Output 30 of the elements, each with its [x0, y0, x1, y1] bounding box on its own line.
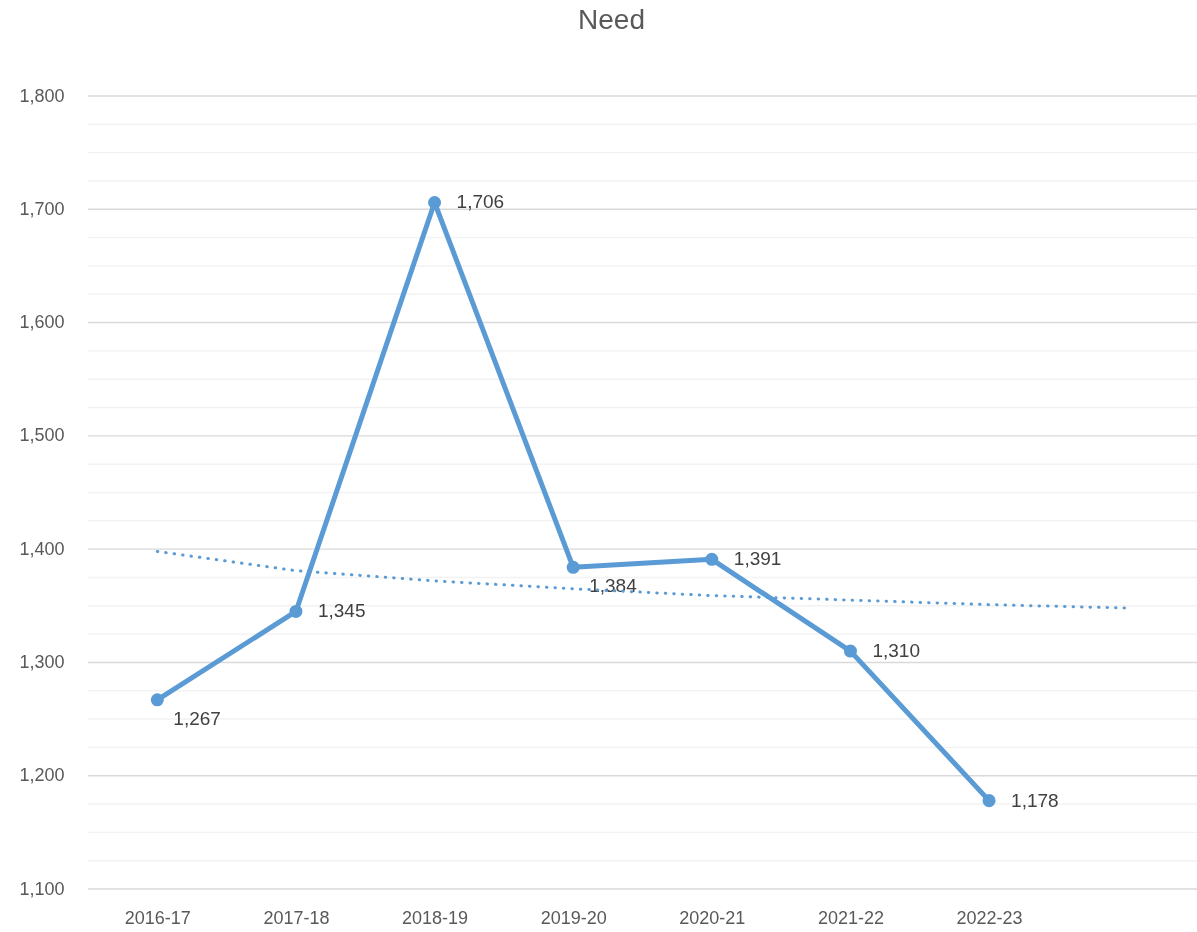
y-tick-label: 1,200	[19, 765, 65, 786]
chart-title: Need	[578, 4, 645, 35]
y-tick-label: 1,700	[19, 198, 65, 219]
point	[982, 794, 996, 808]
data-label: 1,345	[317, 600, 366, 622]
point	[289, 604, 303, 618]
y-tick-label: 1,500	[19, 425, 65, 446]
x-tick-label: 2020-21	[679, 907, 746, 928]
data-label: 1,391	[733, 548, 782, 570]
data-label: 1,310	[872, 640, 920, 662]
x-tick-label: 2021-22	[817, 907, 884, 928]
point	[705, 552, 719, 566]
x-tick-label: 2017-18	[263, 907, 330, 928]
data-label: 1,706	[456, 191, 505, 213]
y-tick-label: 1,400	[19, 538, 65, 559]
point	[428, 195, 442, 209]
data-label: 1,384	[589, 575, 638, 597]
y-tick-label: 1,800	[19, 85, 65, 106]
y-tick-label: 1,100	[19, 878, 65, 899]
y-tick-label: 1,600	[19, 312, 65, 333]
data-label: 1,267	[173, 707, 221, 729]
point	[150, 693, 164, 707]
x-tick-label: 2019-20	[540, 907, 607, 928]
x-tick-label: 2022-23	[956, 907, 1023, 928]
point	[566, 560, 580, 574]
point	[843, 644, 857, 658]
data-label: 1,178	[1011, 789, 1059, 811]
y-tick-label: 1,300	[19, 651, 65, 672]
x-tick-label: 2018-19	[402, 907, 469, 928]
x-tick-label: 2016-17	[124, 907, 191, 928]
